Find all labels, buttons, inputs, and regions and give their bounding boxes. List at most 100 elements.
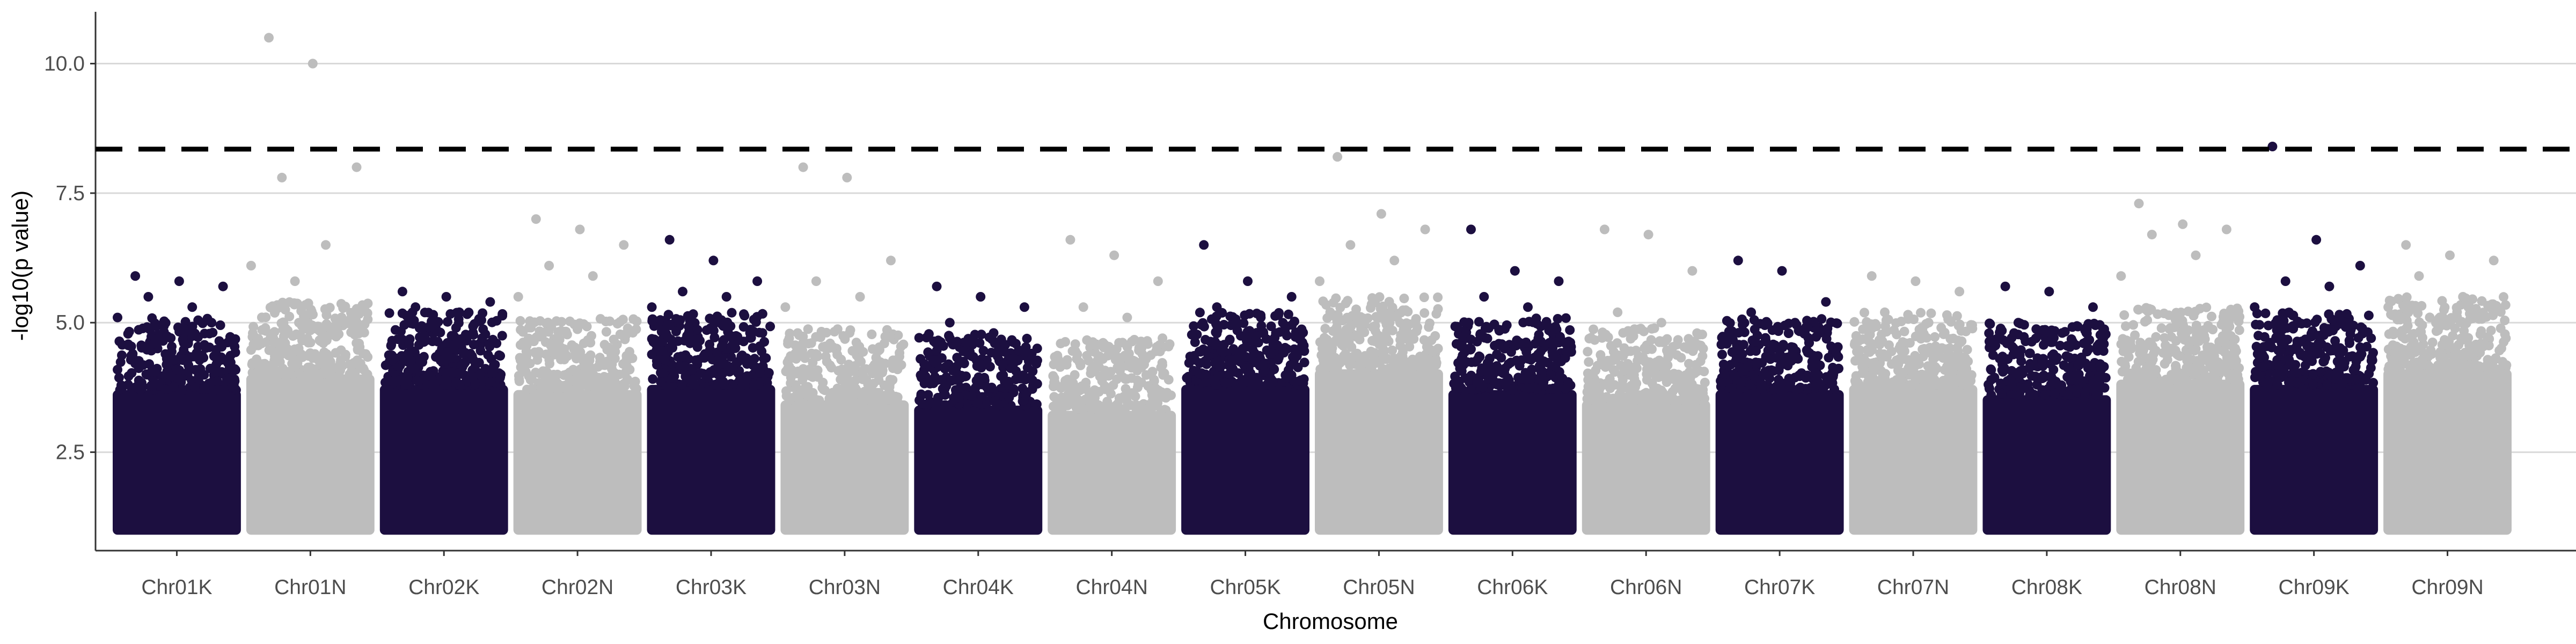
data-point (2308, 379, 2318, 390)
data-point (149, 321, 159, 331)
data-point (596, 382, 606, 392)
data-point (688, 309, 698, 319)
data-point (1000, 340, 1011, 350)
data-point (1679, 372, 1689, 382)
peak-point (2191, 250, 2201, 260)
data-point (1074, 357, 1085, 368)
data-point (1899, 346, 1909, 356)
data-point (1395, 341, 1406, 351)
data-point (2413, 308, 2423, 318)
data-point (2345, 338, 2355, 348)
data-point (183, 367, 193, 377)
data-point (2098, 346, 2109, 356)
data-point (2468, 361, 2478, 371)
peak-point (1389, 255, 1400, 266)
data-point (2098, 372, 2108, 382)
data-point (261, 326, 271, 336)
peak-point (2280, 276, 2290, 286)
data-point (1525, 374, 1535, 384)
data-point (2158, 348, 2168, 358)
data-point (833, 391, 843, 401)
data-point (2064, 353, 2074, 363)
data-point (152, 343, 163, 354)
data-point (1655, 336, 1665, 346)
peak-point (1286, 292, 1297, 302)
data-point (2488, 310, 2498, 320)
data-point (2255, 371, 2265, 381)
data-point (839, 383, 850, 393)
data-point (314, 352, 324, 362)
data-point (1543, 322, 1554, 332)
data-point (1929, 365, 1939, 376)
y-axis-ticks: 2.55.07.510.0 (44, 53, 96, 464)
data-point (2440, 335, 2449, 345)
data-point (475, 346, 486, 356)
data-point (2296, 350, 2306, 360)
data-point (1274, 308, 1284, 318)
data-point (2156, 323, 2167, 333)
data-point (1266, 321, 1276, 331)
data-point (1028, 381, 1038, 391)
x-tick-label: Chr09N (2411, 576, 2483, 599)
data-point (1548, 350, 1558, 360)
data-point (1614, 389, 1624, 399)
data-point (2425, 312, 2435, 323)
data-point (1210, 314, 1220, 324)
data-point (990, 338, 1000, 348)
data-point (469, 355, 478, 365)
peak-point (485, 297, 495, 307)
dense-band (2383, 369, 2512, 535)
data-point (781, 386, 791, 396)
dense-band (1715, 390, 1844, 535)
data-point (1807, 362, 1817, 372)
dense-band (379, 385, 508, 535)
peak-point (945, 318, 955, 328)
data-point (1687, 395, 1697, 405)
data-point (229, 378, 239, 389)
data-point (2161, 340, 2170, 350)
data-point (1583, 368, 1593, 378)
chromosome-points-Chr08N (2116, 199, 2245, 535)
data-point (2486, 325, 2496, 335)
chromosome-points-Chr03K (647, 235, 775, 535)
data-point (1673, 335, 1683, 345)
data-point (304, 351, 313, 361)
data-point (360, 319, 370, 330)
data-point (278, 317, 288, 327)
data-point (753, 379, 764, 390)
data-point (1818, 384, 1828, 394)
data-point (1809, 382, 1819, 392)
x-tick-label: Chr07N (1877, 576, 1949, 599)
data-point (350, 368, 360, 378)
data-point (854, 341, 865, 352)
data-point (123, 339, 133, 349)
data-point (1158, 360, 1167, 370)
data-point (487, 317, 497, 327)
data-point (717, 319, 727, 330)
data-point (1217, 361, 1227, 371)
data-point (2488, 299, 2498, 309)
data-point (1403, 306, 1413, 317)
data-point (1501, 381, 1511, 391)
data-point (521, 355, 531, 365)
peak-point (932, 281, 942, 291)
peak-point (1212, 302, 1222, 312)
data-point (1063, 391, 1073, 401)
data-point (2207, 311, 2216, 321)
data-point (430, 379, 440, 389)
data-point (2454, 340, 2464, 350)
data-point (1763, 346, 1773, 356)
data-point (197, 350, 207, 360)
data-point (612, 319, 623, 329)
data-point (1726, 383, 1737, 393)
data-point (160, 349, 171, 359)
data-point (1122, 352, 1132, 362)
data-point (1419, 292, 1429, 302)
data-point (2211, 345, 2221, 355)
peak-point (2147, 230, 2157, 240)
data-point (967, 351, 977, 361)
data-point (321, 319, 332, 329)
data-point (1546, 370, 1556, 380)
data-point (1913, 359, 1923, 369)
data-point (2219, 309, 2229, 319)
